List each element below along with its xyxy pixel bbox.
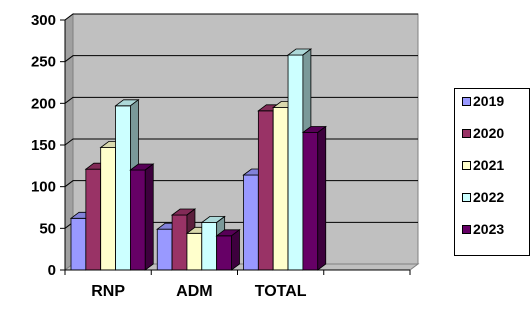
legend-swatch (462, 96, 471, 106)
legend-swatch (462, 192, 471, 202)
bars (69, 48, 327, 271)
legend-label: 2021 (473, 157, 505, 173)
x-tick-label: RNP (91, 283, 125, 300)
legend: 2019 2020 2021 2022 2023 (454, 88, 530, 256)
legend-swatch (462, 160, 471, 170)
legend-label: 2022 (473, 189, 505, 205)
y-tick-label: 0 (48, 262, 56, 279)
bar-2023-TOTAL (301, 125, 327, 271)
y-tick-label: 50 (39, 220, 56, 237)
legend-item-2022: 2022 (462, 189, 504, 205)
y-tick-label: 250 (31, 54, 56, 71)
bar-2023-ADM (215, 229, 241, 271)
legend-item-2020: 2020 (462, 125, 504, 141)
y-tick-label: 100 (31, 179, 56, 196)
x-axis: RNP ADM TOTAL (64, 269, 411, 300)
gridline (64, 13, 418, 21)
legend-label: 2023 (473, 221, 505, 237)
legend-label: 2019 (473, 93, 505, 109)
legend-item-2021: 2021 (462, 157, 504, 173)
legend-swatch (462, 128, 471, 138)
legend-item-2019: 2019 (462, 93, 504, 109)
x-tick-label: ADM (176, 283, 212, 300)
legend-swatch (462, 224, 471, 234)
legend-item-2023: 2023 (462, 221, 504, 237)
y-tick-label: 300 (31, 12, 56, 29)
y-tick-label: 150 (31, 137, 56, 154)
legend-label: 2020 (473, 125, 505, 141)
bar-2023-RNP (129, 163, 155, 271)
y-axis: 0 50 100 150 200 250 300 (31, 12, 66, 279)
x-tick-label: TOTAL (255, 283, 307, 300)
y-tick-label: 200 (31, 95, 56, 112)
